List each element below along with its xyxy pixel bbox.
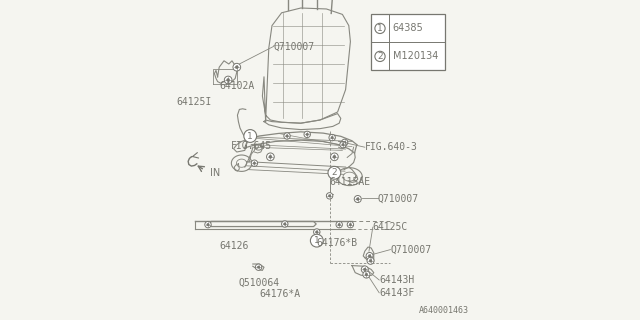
Text: M120134: M120134 [393,52,438,61]
Circle shape [336,221,342,228]
Circle shape [253,162,255,164]
Text: IN: IN [210,168,220,179]
Circle shape [342,139,348,146]
Circle shape [375,23,385,34]
Text: 1: 1 [248,132,253,140]
Circle shape [266,153,274,161]
Circle shape [365,273,368,276]
Circle shape [328,166,340,179]
Text: 64125I: 64125I [176,97,211,108]
FancyBboxPatch shape [371,14,445,70]
Text: 64176*B: 64176*B [317,238,358,248]
Circle shape [344,141,346,144]
Circle shape [224,76,232,84]
Circle shape [244,130,257,142]
Text: 64102A: 64102A [219,81,255,92]
Circle shape [316,231,318,233]
Circle shape [284,133,291,139]
Circle shape [362,266,369,273]
Circle shape [285,135,288,137]
Circle shape [363,271,370,278]
Circle shape [367,257,374,264]
Circle shape [328,195,331,197]
Text: Q710007: Q710007 [390,244,431,255]
Circle shape [205,221,211,228]
Circle shape [269,155,272,158]
Circle shape [326,193,333,199]
Circle shape [331,136,333,139]
Circle shape [368,255,371,257]
Text: 64385: 64385 [393,23,424,33]
Text: 64143F: 64143F [380,288,415,298]
Circle shape [304,131,310,138]
Circle shape [227,78,230,82]
Circle shape [284,223,286,225]
Text: Q710007: Q710007 [378,193,419,204]
Text: 2: 2 [377,52,383,61]
Text: 64143H: 64143H [380,275,415,285]
Text: A640001463: A640001463 [419,306,469,315]
Circle shape [207,223,209,226]
Circle shape [340,141,346,148]
Text: FIG.645: FIG.645 [230,140,271,151]
Circle shape [342,143,344,146]
Text: FIG.640-3: FIG.640-3 [365,142,418,152]
Circle shape [306,133,308,136]
Circle shape [366,252,373,260]
Text: 2: 2 [332,168,337,177]
Text: Q510064: Q510064 [239,278,280,288]
Circle shape [356,198,359,200]
Circle shape [314,229,320,235]
Circle shape [364,268,366,271]
Text: 64176*A: 64176*A [259,289,300,300]
Circle shape [282,221,288,227]
Circle shape [233,63,241,71]
Text: 1: 1 [314,236,319,245]
Circle shape [255,264,262,270]
Text: Q710007: Q710007 [274,41,315,52]
Circle shape [236,66,238,69]
Circle shape [355,196,361,203]
Circle shape [369,260,372,262]
Circle shape [349,223,352,226]
Text: 64126: 64126 [219,241,248,252]
Circle shape [333,155,336,158]
Circle shape [329,134,335,141]
Circle shape [310,234,323,247]
Circle shape [257,266,260,268]
Circle shape [347,221,353,228]
Circle shape [375,51,385,61]
Text: 1: 1 [377,24,383,33]
Circle shape [338,223,340,226]
Circle shape [251,160,257,166]
Text: 64115AE: 64115AE [330,177,371,188]
Circle shape [330,153,338,161]
Text: 64125C: 64125C [372,222,408,232]
